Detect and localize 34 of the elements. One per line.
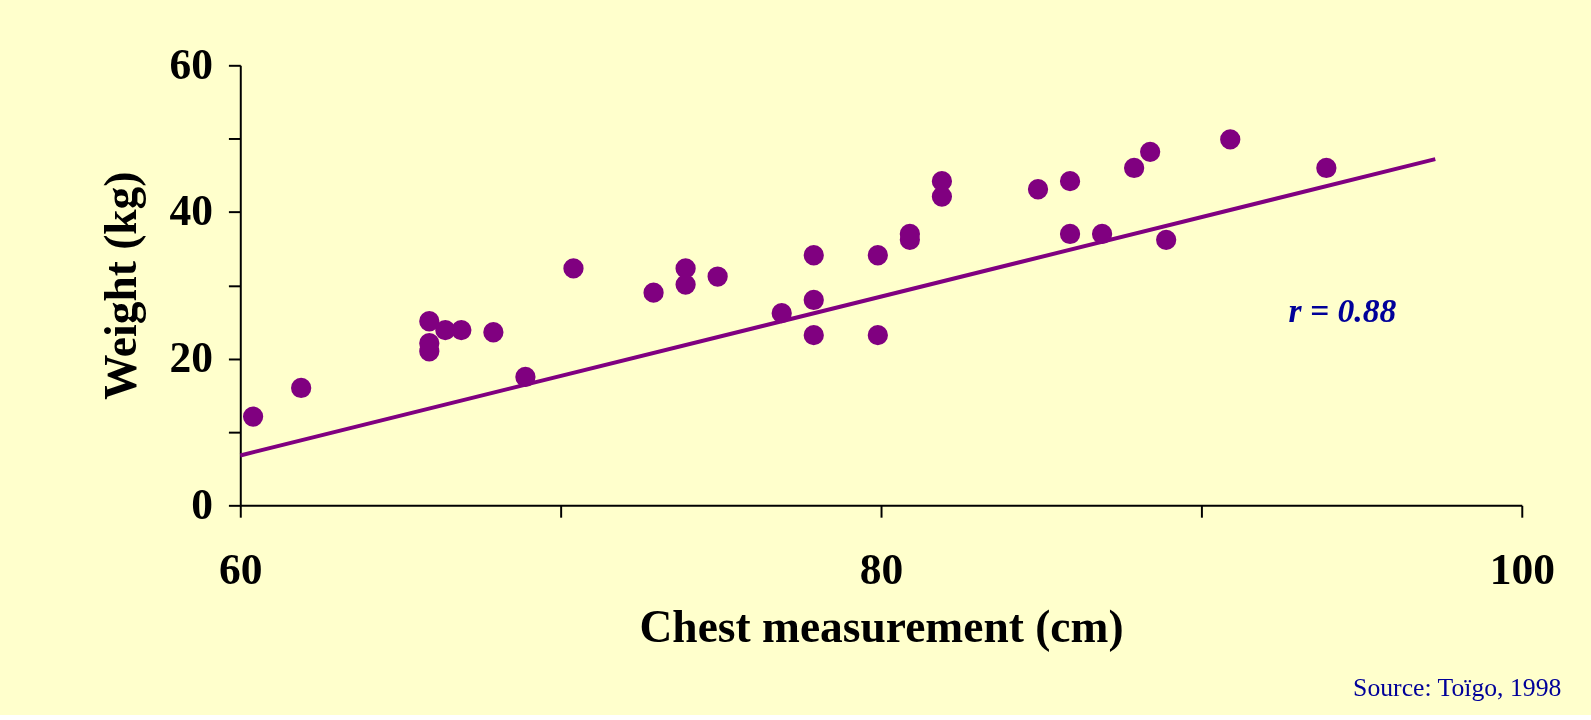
point xyxy=(803,289,824,311)
y-tick-label: 0 xyxy=(191,479,214,528)
point xyxy=(1316,157,1337,179)
point xyxy=(1220,129,1241,150)
point xyxy=(643,282,664,303)
point xyxy=(803,325,824,346)
point xyxy=(419,311,440,332)
point xyxy=(291,377,312,399)
point xyxy=(867,245,888,266)
point xyxy=(1156,229,1177,250)
point xyxy=(1059,223,1081,245)
y-tick-label: 20 xyxy=(169,333,214,381)
x-tick-label: 80 xyxy=(859,544,904,593)
point xyxy=(1027,179,1049,200)
point xyxy=(451,319,472,341)
point xyxy=(1140,141,1161,162)
x-axis-title: Chest measurement (cm) xyxy=(639,601,1124,653)
x-tick-label: 100 xyxy=(1489,544,1555,593)
point xyxy=(242,406,264,427)
point xyxy=(563,258,584,279)
point xyxy=(803,245,824,266)
y-tick-label: 40 xyxy=(169,186,214,235)
y-tick-label: 60 xyxy=(169,39,214,88)
point xyxy=(1124,157,1145,179)
point xyxy=(675,274,696,295)
point xyxy=(931,186,953,207)
point xyxy=(483,322,504,343)
point xyxy=(867,325,888,346)
x-tick-label: 60 xyxy=(219,544,263,593)
y-axis-title: Weight (kg) xyxy=(94,171,146,401)
point xyxy=(707,266,728,287)
point xyxy=(1059,171,1081,192)
source-note: Source: Toïgo, 1998 xyxy=(1353,673,1562,703)
annotation: r = 0.88 xyxy=(1288,291,1397,329)
